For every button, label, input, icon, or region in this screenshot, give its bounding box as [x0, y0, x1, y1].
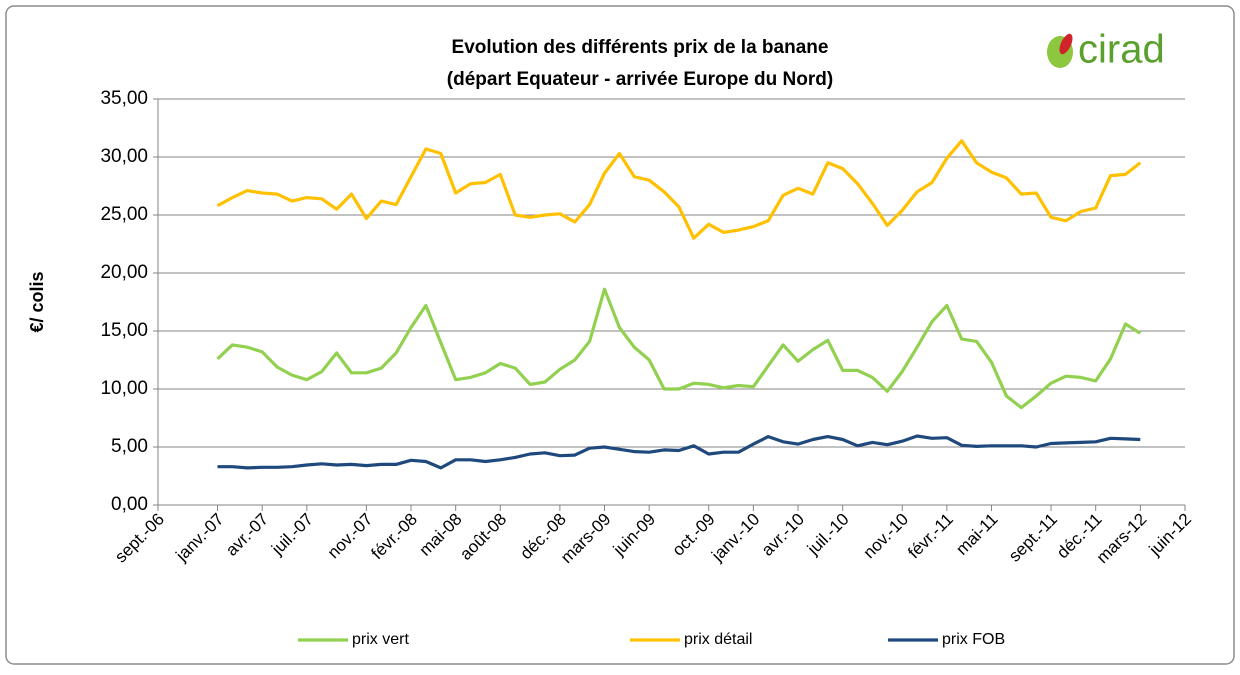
- y-tick-label: 25,00: [100, 204, 148, 225]
- chart-frame: [5, 5, 1235, 665]
- chart-subtitle: (départ Equateur - arrivée Europe du Nor…: [447, 69, 833, 90]
- y-tick-label: 15,00: [100, 320, 148, 341]
- line-series: [217, 434, 1141, 470]
- legend-label: prix détail: [684, 631, 752, 648]
- y-axis-label: €/ colis: [27, 271, 47, 332]
- legend-item: prix FOB: [888, 631, 1005, 648]
- legend-label: prix FOB: [942, 631, 1005, 648]
- logo-leaf-accent: [1059, 33, 1073, 55]
- y-tick-label: 10,00: [100, 378, 148, 399]
- legend-item: prix vert: [298, 631, 409, 648]
- logo-text: cirad: [1078, 28, 1165, 72]
- line-series: [216, 139, 1142, 240]
- logo: cirad: [1047, 28, 1165, 72]
- chart-title: Evolution des différents prix de la bana…: [452, 37, 829, 58]
- y-tick-label: 0,00: [111, 494, 148, 515]
- y-tick-label: 20,00: [100, 262, 148, 283]
- legend-label: prix vert: [352, 631, 409, 648]
- legend-item: prix détail: [630, 631, 752, 648]
- y-tick-label: 35,00: [100, 88, 148, 109]
- y-tick-label: 30,00: [100, 146, 148, 167]
- line-series: [216, 287, 1142, 410]
- y-tick-label: 5,00: [111, 436, 148, 457]
